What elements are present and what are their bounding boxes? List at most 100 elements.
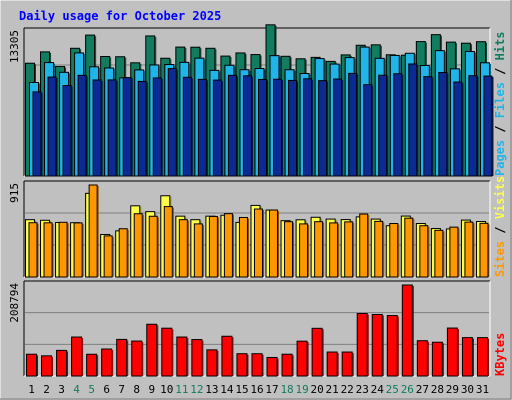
bar-kbytes: [56, 349, 68, 377]
bar-pages: [333, 78, 343, 177]
bar-sites: [284, 221, 294, 278]
bar-sites: [163, 206, 173, 278]
bar-pages: [32, 91, 42, 177]
bar-kbytes: [191, 339, 203, 377]
x-tick-label: 17: [265, 383, 278, 396]
bar-pages: [393, 73, 403, 177]
bar-kbytes: [431, 341, 443, 377]
bar-kbytes: [311, 327, 323, 377]
bar-kbytes: [296, 340, 308, 377]
bar-kbytes: [476, 337, 488, 377]
x-tick-label: 30: [461, 383, 474, 396]
bar-pages: [137, 80, 147, 177]
legend-hits-files-pages: Pages / Files / Hits: [493, 31, 507, 176]
bar-sites: [299, 223, 309, 278]
bar-sites: [88, 184, 98, 278]
x-tick-label: 10: [160, 383, 173, 396]
bar-sites: [374, 220, 384, 278]
bar-pages: [107, 79, 117, 177]
x-tick-label: 20: [311, 383, 324, 396]
x-tick-label: 28: [431, 383, 444, 396]
bar-pages: [453, 81, 463, 177]
bar-kbytes: [356, 313, 368, 377]
bar-kbytes: [221, 335, 233, 377]
chart-title: Daily usage for October 2025: [19, 9, 221, 23]
bar-kbytes: [131, 340, 143, 377]
bar-sites: [389, 223, 399, 278]
bar-pages: [483, 75, 493, 177]
bar-kbytes: [281, 353, 293, 377]
x-tick-label: 21: [326, 383, 339, 396]
bar-pages: [62, 85, 72, 177]
bar-kbytes: [86, 353, 98, 377]
bar-pages: [318, 80, 328, 177]
y-max-label: 915: [8, 183, 21, 203]
bar-pages: [167, 68, 177, 177]
bar-sites: [434, 229, 444, 278]
x-tick-label: 6: [103, 383, 110, 396]
x-tick-label: 16: [250, 383, 263, 396]
x-tick-label: 22: [341, 383, 354, 396]
x-tick-label: 25: [386, 383, 399, 396]
bar-pages: [197, 78, 207, 177]
x-tick-label: 23: [356, 383, 369, 396]
bar-kbytes: [236, 353, 248, 377]
bar-pages: [47, 76, 57, 177]
x-tick-label: 14: [220, 383, 234, 396]
y-max-label: 13305: [8, 30, 21, 63]
bar-kbytes: [161, 327, 173, 377]
x-tick-label: 9: [148, 383, 155, 396]
bar-sites: [178, 219, 188, 278]
x-tick-label: 8: [133, 383, 140, 396]
bar-kbytes: [146, 323, 158, 377]
bar-kbytes: [446, 327, 458, 377]
bar-sites: [28, 222, 38, 278]
x-tick-label: 13: [205, 383, 218, 396]
bar-pages: [227, 74, 237, 177]
bar-sites: [118, 228, 128, 278]
x-tick-label: 18: [280, 383, 293, 396]
x-tick-label: 4: [73, 383, 80, 396]
bar-sites: [253, 208, 263, 278]
bar-sites: [449, 226, 459, 278]
legend-separator: /: [493, 60, 507, 82]
bar-kbytes: [206, 349, 218, 377]
bar-pages: [348, 72, 358, 177]
bar-pages: [408, 63, 418, 177]
legend-item-hits: Hits: [493, 31, 507, 60]
legend-kbytes: KBytes: [493, 333, 507, 376]
bar-sites: [344, 221, 354, 278]
bar-kbytes: [326, 351, 338, 377]
bar-kbytes: [266, 356, 278, 377]
bar-sites: [73, 222, 83, 278]
x-tick-label: 24: [371, 383, 385, 396]
x-tick-label: 12: [190, 383, 203, 396]
bar-pages: [363, 84, 373, 177]
bar-sites: [404, 217, 414, 278]
bar-sites: [193, 223, 203, 278]
bar-sites: [238, 216, 248, 278]
x-tick-label: 26: [401, 383, 414, 396]
bar-kbytes: [461, 337, 473, 377]
bar-pages: [242, 75, 252, 177]
x-tick-label: 31: [476, 383, 489, 396]
legend-item-files: Files: [493, 82, 507, 118]
bar-kbytes: [371, 313, 383, 377]
bar-pages: [212, 79, 222, 177]
bar-pages: [152, 77, 162, 177]
bar-sites: [464, 221, 474, 278]
bar-sites: [208, 215, 218, 278]
bar-pages: [288, 79, 298, 177]
x-tick-label: 1: [28, 383, 35, 396]
bar-sites: [133, 213, 143, 278]
bar-kbytes: [101, 348, 113, 377]
bar-pages: [303, 78, 313, 177]
legend-item-pages: Pages: [493, 140, 507, 176]
y-max-label: 208794: [8, 283, 21, 323]
x-tick-label: 15: [235, 383, 248, 396]
legend-separator: /: [493, 118, 507, 140]
bar-kbytes: [26, 353, 37, 377]
bar-pages: [423, 76, 433, 177]
bar-sites: [419, 225, 429, 278]
